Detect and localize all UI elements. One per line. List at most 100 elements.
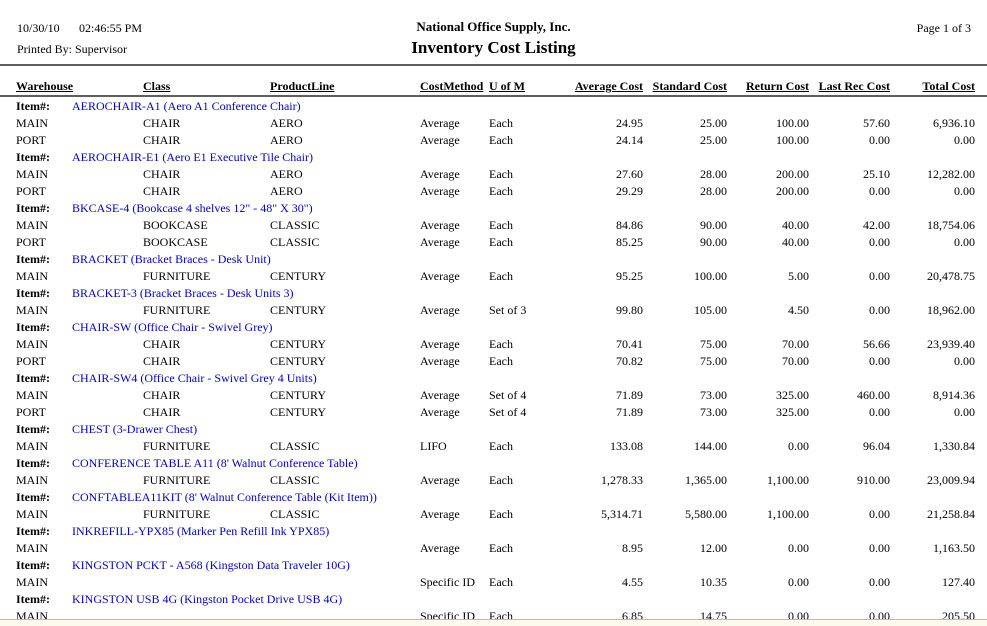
item-name-link: AEROCHAIR-A1 (Aero A1 Conference Chair): [72, 99, 301, 113]
table-row: PORT CHAIR AERO Average Each 24.14 25.00…: [0, 132, 987, 149]
table-rows: Item#: AEROCHAIR-A1 (Aero A1 Conference …: [0, 98, 987, 625]
return-cost-cell: 200.00: [776, 184, 809, 198]
costmethod-cell: Average: [420, 388, 460, 402]
item-name-link: BRACKET (Bracket Braces - Desk Unit): [72, 252, 271, 266]
table-row: PORT BOOKCASE CLASSIC Average Each 85.25…: [0, 234, 987, 251]
total-cost-cell: 0.00: [954, 354, 975, 368]
class-cell: BOOKCASE: [143, 235, 208, 249]
uom-cell: Set of 4: [489, 388, 527, 402]
lastrec-cost-cell: 96.04: [863, 439, 890, 453]
standard-cost-cell: 28.00: [700, 184, 727, 198]
warehouse-cell: MAIN: [16, 218, 48, 232]
average-cost-cell: 70.82: [616, 354, 643, 368]
standard-cost-cell: 25.00: [700, 133, 727, 147]
total-cost-cell: 1,163.50: [933, 541, 975, 555]
costmethod-cell: Average: [420, 235, 460, 249]
average-cost-cell: 99.80: [616, 303, 643, 317]
item-name-link: CHAIR-SW4 (Office Chair - Swivel Grey 4 …: [72, 371, 317, 385]
lastrec-cost-cell: 25.10: [863, 167, 890, 181]
standard-cost-cell: 1,365.00: [685, 473, 727, 487]
table-row: MAIN CHAIR AERO Average Each 27.60 28.00…: [0, 166, 987, 183]
standard-cost-cell: 10.35: [700, 575, 727, 589]
productline-cell: AERO: [270, 116, 303, 130]
average-cost-cell: 5,314.71: [601, 507, 643, 521]
column-header-row: Warehouse Class ProductLine CostMethod U…: [0, 79, 987, 95]
item-number-label: Item#:: [16, 99, 50, 113]
table-row: MAIN CHAIR CENTURY Average Each 70.41 75…: [0, 336, 987, 353]
return-cost-cell: 0.00: [788, 541, 809, 555]
average-cost-cell: 84.86: [616, 218, 643, 232]
bottom-divider: [0, 619, 987, 620]
total-cost-cell: 0.00: [954, 184, 975, 198]
warehouse-cell: MAIN: [16, 303, 48, 317]
warehouse-cell: MAIN: [16, 388, 48, 402]
total-cost-cell: 12,282.00: [927, 167, 975, 181]
warehouse-cell: MAIN: [16, 269, 48, 283]
standard-cost-cell: 75.00: [700, 337, 727, 351]
item-number-label: Item#:: [16, 456, 50, 470]
item-header-row: Item#: BRACKET (Bracket Braces - Desk Un…: [0, 251, 987, 268]
warehouse-cell: MAIN: [16, 337, 48, 351]
uom-cell: Each: [489, 439, 513, 453]
warehouse-cell: MAIN: [16, 541, 48, 555]
productline-cell: AERO: [270, 167, 303, 181]
class-cell: FURNITURE: [143, 269, 211, 283]
item-header-row: Item#: BRACKET-3 (Bracket Braces - Desk …: [0, 285, 987, 302]
average-cost-cell: 85.25: [616, 235, 643, 249]
item-header-row: Item#: AEROCHAIR-E1 (Aero E1 Executive T…: [0, 149, 987, 166]
warehouse-cell: MAIN: [16, 507, 48, 521]
costmethod-cell: Average: [420, 473, 460, 487]
item-name-link: CONFTABLEA11KIT (8' Walnut Conference Ta…: [72, 490, 377, 504]
standard-cost-cell: 90.00: [700, 235, 727, 249]
item-number-label: Item#:: [16, 592, 50, 606]
class-cell: CHAIR: [143, 354, 181, 368]
return-cost-cell: 40.00: [782, 235, 809, 249]
item-header-row: Item#: CONFTABLEA11KIT (8' Walnut Confer…: [0, 489, 987, 506]
table-row: MAIN FURNITURE CENTURY Average Each 95.2…: [0, 268, 987, 285]
average-cost-cell: 71.89: [616, 388, 643, 402]
standard-cost-cell: 90.00: [700, 218, 727, 232]
table-row: PORT CHAIR CENTURY Average Set of 4 71.8…: [0, 404, 987, 421]
item-name-link: AEROCHAIR-E1 (Aero E1 Executive Tile Cha…: [72, 150, 313, 164]
average-cost-cell: 95.25: [616, 269, 643, 283]
standard-cost-cell: 28.00: [700, 167, 727, 181]
column-header-lastrec-cost: Last Rec Cost: [818, 79, 890, 93]
average-cost-cell: 24.95: [616, 116, 643, 130]
costmethod-cell: Average: [420, 405, 460, 419]
uom-cell: Each: [489, 269, 513, 283]
average-cost-cell: 24.14: [616, 133, 643, 147]
warehouse-cell: PORT: [16, 133, 46, 147]
table-row: PORT CHAIR AERO Average Each 29.29 28.00…: [0, 183, 987, 200]
warehouse-cell: PORT: [16, 354, 46, 368]
class-cell: FURNITURE: [143, 303, 211, 317]
item-number-label: Item#:: [16, 490, 50, 504]
uom-cell: Each: [489, 337, 513, 351]
class-cell: FURNITURE: [143, 473, 211, 487]
warehouse-cell: MAIN: [16, 575, 48, 589]
item-header-row: Item#: CHAIR-SW4 (Office Chair - Swivel …: [0, 370, 987, 387]
lastrec-cost-cell: 460.00: [857, 388, 890, 402]
uom-cell: Each: [489, 133, 513, 147]
lastrec-cost-cell: 0.00: [869, 133, 890, 147]
class-cell: BOOKCASE: [143, 218, 208, 232]
report-time: 02:46:55 PM: [79, 21, 143, 35]
costmethod-cell: Average: [420, 184, 460, 198]
class-cell: CHAIR: [143, 116, 181, 130]
total-cost-cell: 6,936.10: [933, 116, 975, 130]
item-name-link: INKREFILL-YPX85 (Marker Pen Refill Ink Y…: [72, 524, 330, 538]
costmethod-cell: Average: [420, 218, 460, 232]
table-row: MAIN Specific ID Each 4.55 10.35 0.00 0.…: [0, 574, 987, 591]
productline-cell: AERO: [270, 184, 303, 198]
standard-cost-cell: 100.00: [694, 269, 727, 283]
costmethod-cell: Average: [420, 337, 460, 351]
lastrec-cost-cell: 0.00: [869, 303, 890, 317]
lastrec-cost-cell: 0.00: [869, 541, 890, 555]
return-cost-cell: 200.00: [776, 167, 809, 181]
total-cost-cell: 18,962.00: [927, 303, 975, 317]
costmethod-cell: Average: [420, 541, 460, 555]
standard-cost-cell: 144.00: [694, 439, 727, 453]
viewport-edge-strip: [0, 620, 987, 626]
table-row: MAIN CHAIR AERO Average Each 24.95 25.00…: [0, 115, 987, 132]
header-divider: [0, 95, 987, 97]
item-name-link: KINGSTON USB 4G (Kingston Pocket Drive U…: [72, 592, 343, 606]
